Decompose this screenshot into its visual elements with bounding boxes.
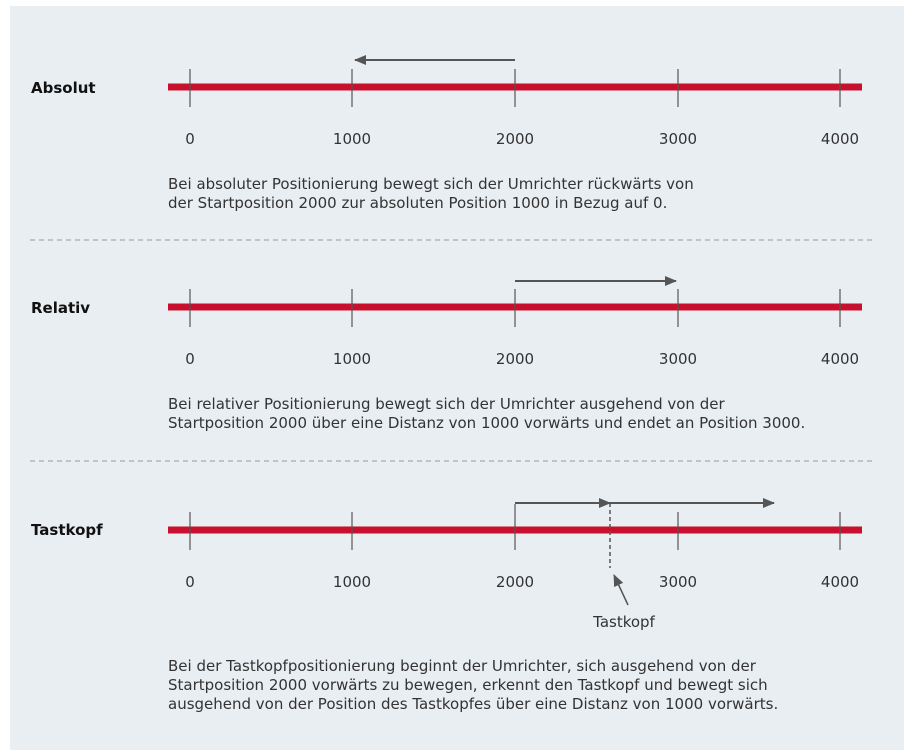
section-label: Relativ [31,299,90,317]
tick-label: 2000 [496,573,534,591]
description-line: Bei relativer Positionierung bewegt sich… [168,395,725,413]
description-line: Startposition 2000 über eine Distanz von… [168,414,805,432]
diagram-panel [10,6,904,750]
tick-label: 3000 [659,350,697,368]
tick-label: 0 [185,573,195,591]
section-relativ: Relativ 0 1000 2000 3000 4000 Bei relati… [31,276,862,432]
tick-label: 0 [185,130,195,148]
tick-marks [189,69,841,107]
section-label: Tastkopf [31,521,103,539]
description-line: ausgehend von der Position des Tastkopfe… [168,695,778,713]
description-line: der Startposition 2000 zur absoluten Pos… [168,194,667,212]
probe-pointer-arrow [613,574,629,606]
description-line: Bei absoluter Positionierung bewegt sich… [168,175,694,193]
tick-label: 1000 [333,130,371,148]
tick-label: 4000 [821,130,859,148]
tick-label: 4000 [821,350,859,368]
section-absolut: Absolut 0 1000 2000 3000 4000 Bei absolu… [31,55,862,212]
tick-label: 4000 [821,573,859,591]
tick-label: 3000 [659,573,697,591]
tick-label: 0 [185,350,195,368]
probe-label: Tastkopf [592,613,655,631]
tick-label: 3000 [659,130,697,148]
section-tastkopf: Tastkopf 0 1000 2000 3000 4000 Tastkopf … [31,498,862,713]
tick-marks [189,504,841,550]
tick-label: 1000 [333,350,371,368]
section-label: Absolut [31,79,96,97]
tick-label: 2000 [496,350,534,368]
tick-label: 2000 [496,130,534,148]
tick-marks [189,289,841,327]
tick-label: 1000 [333,573,371,591]
description-line: Startposition 2000 vorwärts zu bewegen, … [168,676,768,694]
description-line: Bei der Tastkopfpositionierung beginnt d… [168,657,757,675]
